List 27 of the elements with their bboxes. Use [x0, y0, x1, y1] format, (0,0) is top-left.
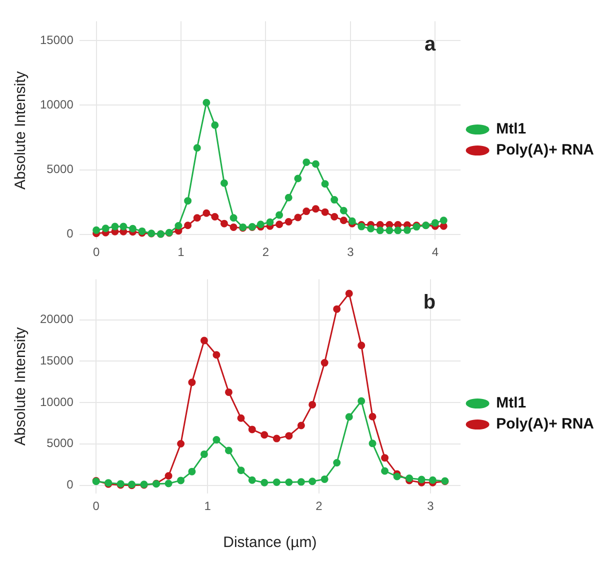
- x-tick-label: 3: [347, 245, 354, 260]
- y-tick-label: 0: [66, 478, 74, 492]
- y-tick-label: 0: [66, 226, 74, 241]
- x-tick-label: 4: [432, 245, 439, 260]
- y-axis-title: Absolute Intensity: [12, 326, 30, 446]
- x-tick-label: 3: [427, 499, 434, 514]
- x-tick-label: 0: [92, 499, 100, 514]
- y-tick-label: 15000: [40, 353, 74, 368]
- y-axis-title: Absolute Intensity: [12, 70, 30, 190]
- x-tick-label: 2: [262, 245, 270, 260]
- y-tick-label: 10000: [40, 394, 74, 409]
- y-tick-label: 20000: [40, 312, 74, 326]
- y-tick-label: 10000: [40, 98, 74, 112]
- annotation: a: [424, 34, 436, 56]
- x-tick-label: 1: [178, 245, 185, 260]
- x-tick-label: 1: [204, 499, 212, 514]
- x-tick-label: 0: [92, 245, 100, 260]
- x-axis-title: Distance (µm): [223, 534, 317, 552]
- y-tick-label: 15000: [40, 32, 74, 47]
- legend-label: Poly(A)+ RNA: [496, 416, 594, 433]
- x-tick-label: 2: [316, 499, 323, 514]
- y-tick-label: 5000: [46, 162, 74, 176]
- legend-label: Mtl1: [496, 394, 526, 412]
- annotation: b: [423, 292, 436, 314]
- legend-label: Poly(A)+ RNA: [496, 142, 594, 159]
- legend-label: Mtl1: [496, 120, 526, 138]
- y-tick-label: 5000: [46, 436, 74, 450]
